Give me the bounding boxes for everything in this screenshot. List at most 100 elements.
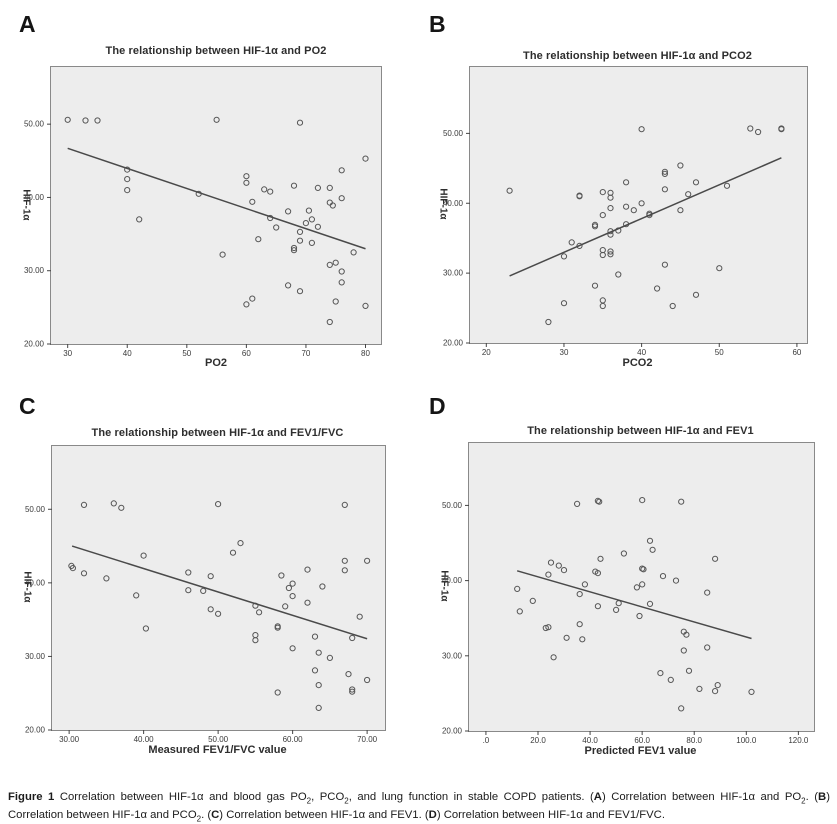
data-point — [243, 179, 250, 186]
data-point — [630, 207, 637, 214]
data-point — [714, 682, 721, 689]
data-point — [249, 198, 256, 205]
data-point — [607, 205, 614, 212]
data-point — [103, 575, 110, 582]
chart-canvas: 30 40 50 60 70 80 20.00 30.00 40.00 50.00 — [24, 116, 371, 358]
x-tick-label: 80.0 — [686, 736, 702, 745]
data-point — [594, 570, 601, 577]
data-point — [747, 125, 754, 132]
data-point — [514, 585, 521, 592]
data-point — [133, 592, 140, 599]
data-point — [215, 610, 222, 617]
data-point — [579, 636, 586, 643]
data-point — [261, 186, 268, 193]
y-tick-label: 40.00 — [24, 193, 45, 202]
figure-caption: Figure 1 Correlation between HIF-1α and … — [8, 788, 830, 824]
data-point — [555, 562, 562, 569]
data-point — [560, 253, 568, 260]
data-point — [142, 625, 150, 632]
data-point — [545, 318, 552, 326]
x-tick-label: 40.00 — [134, 735, 155, 744]
data-point — [290, 247, 298, 254]
y-axis-label-b: HIF-1α — [437, 188, 449, 220]
data-point — [607, 248, 614, 255]
data-point — [296, 228, 304, 235]
data-point — [243, 301, 250, 308]
data-point — [639, 497, 646, 504]
y-tick-label: 40.00 — [443, 199, 464, 208]
data-point — [657, 670, 664, 677]
caption-text: ) Correlation between HIF-1α and PO — [601, 791, 802, 804]
data-point — [341, 501, 348, 509]
data-point — [646, 537, 654, 544]
y-tick-label: 50.00 — [24, 120, 45, 129]
y-tick-label: 40.00 — [25, 578, 46, 587]
data-point — [326, 184, 333, 192]
data-point — [550, 654, 557, 661]
data-point — [638, 200, 645, 207]
data-point — [200, 587, 207, 594]
data-point — [308, 239, 315, 246]
data-point — [594, 603, 601, 610]
data-point — [94, 117, 101, 124]
data-point — [576, 591, 583, 598]
y-tick-label: 30.00 — [442, 651, 463, 660]
y-tick-label: 20.00 — [24, 340, 45, 349]
caption-subscript: 2 — [196, 814, 202, 824]
y-axis-label-c: HIF-1α — [21, 571, 33, 603]
data-point — [64, 116, 71, 123]
data-point — [274, 624, 281, 631]
data-point — [639, 581, 646, 588]
data-point — [249, 295, 256, 302]
data-point — [237, 540, 244, 547]
data-point — [315, 704, 322, 711]
data-point — [314, 184, 321, 192]
chart-title-c: The relationship between HIF-1α and FEV1… — [91, 427, 344, 439]
caption-subscript: 2 — [306, 796, 312, 806]
data-point — [207, 573, 214, 580]
data-point — [696, 685, 703, 692]
x-tick-label: 70 — [301, 349, 310, 358]
data-point — [213, 116, 220, 123]
data-point — [124, 187, 131, 194]
data-point — [591, 221, 599, 228]
data-point — [692, 291, 700, 298]
data-point — [305, 207, 312, 214]
scatter-plot-c: 30.00 40.00 50.00 60.00 70.00 20.00 30.00 40.00… — [25, 445, 386, 744]
data-point — [289, 645, 296, 652]
data-point — [349, 686, 356, 693]
data-point — [326, 318, 333, 326]
data-point — [591, 282, 599, 289]
caption-text: ) Correlation between HIF-1α and PCO — [8, 791, 830, 822]
data-point — [516, 608, 523, 615]
regression-line — [71, 545, 368, 640]
data-point — [296, 288, 304, 295]
regression-line — [516, 570, 752, 640]
y-tick-label: 20.00 — [443, 339, 464, 348]
data-point — [290, 244, 298, 252]
x-axis-label-d: Predicted FEV1 value — [584, 745, 697, 757]
data-point — [685, 191, 692, 198]
data-point — [80, 501, 88, 509]
chart-canvas: 20 30 40 50 60 20.00 30.00 40.00 50.00 — [443, 125, 802, 357]
y-tick-label: 50.00 — [443, 129, 464, 138]
data-point — [243, 173, 250, 180]
data-point — [667, 676, 674, 683]
data-point — [755, 128, 762, 136]
data-point — [296, 119, 304, 126]
data-point — [640, 566, 647, 573]
x-tick-label: 30 — [63, 349, 72, 358]
data-point — [545, 571, 552, 578]
regression-line — [67, 147, 366, 250]
scatter-plot-a: 30 40 50 60 70 80 20.00 30.00 40.00 50.00 — [24, 66, 382, 358]
data-point — [545, 624, 552, 631]
data-point — [285, 208, 292, 215]
data-point — [289, 580, 296, 587]
data-point — [547, 559, 555, 566]
data-point — [315, 682, 322, 689]
data-point — [568, 239, 575, 246]
data-point — [356, 613, 363, 620]
data-point — [677, 162, 684, 169]
x-tick-label: 50.00 — [208, 735, 229, 744]
